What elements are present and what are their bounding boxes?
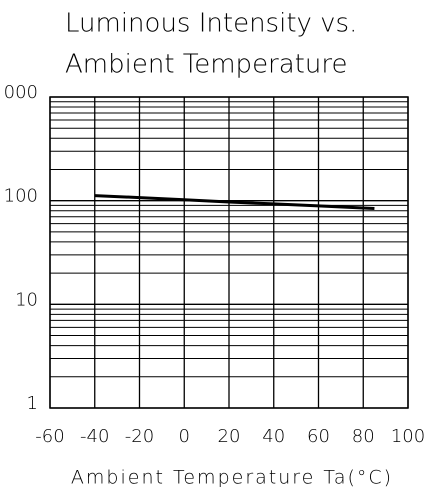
x-axis-label: Ambient Temperature Ta(°C) [71, 467, 393, 489]
x-tick-label: 40 [262, 426, 285, 447]
x-tick-label: -20 [125, 426, 154, 447]
x-tick-label: -60 [35, 426, 64, 447]
x-tick-label: 100 [391, 426, 425, 447]
y-tick-label: 100 [4, 186, 38, 207]
plot-frame [49, 96, 409, 409]
chart-title: Luminous Intensity vs. [65, 9, 357, 39]
x-tick-label: -40 [80, 426, 109, 447]
x-tick-label: 80 [352, 426, 375, 447]
y-tick-label: 1 [27, 393, 38, 414]
y-tick-label: 10 [15, 289, 38, 310]
x-tick-label: 60 [307, 426, 330, 447]
x-tick-label: 20 [218, 426, 241, 447]
y-tick-label: 000 [4, 82, 38, 103]
x-tick-label: 0 [179, 426, 190, 447]
data-line [94, 194, 375, 211]
chart-title: Ambient Temperature [65, 50, 347, 80]
